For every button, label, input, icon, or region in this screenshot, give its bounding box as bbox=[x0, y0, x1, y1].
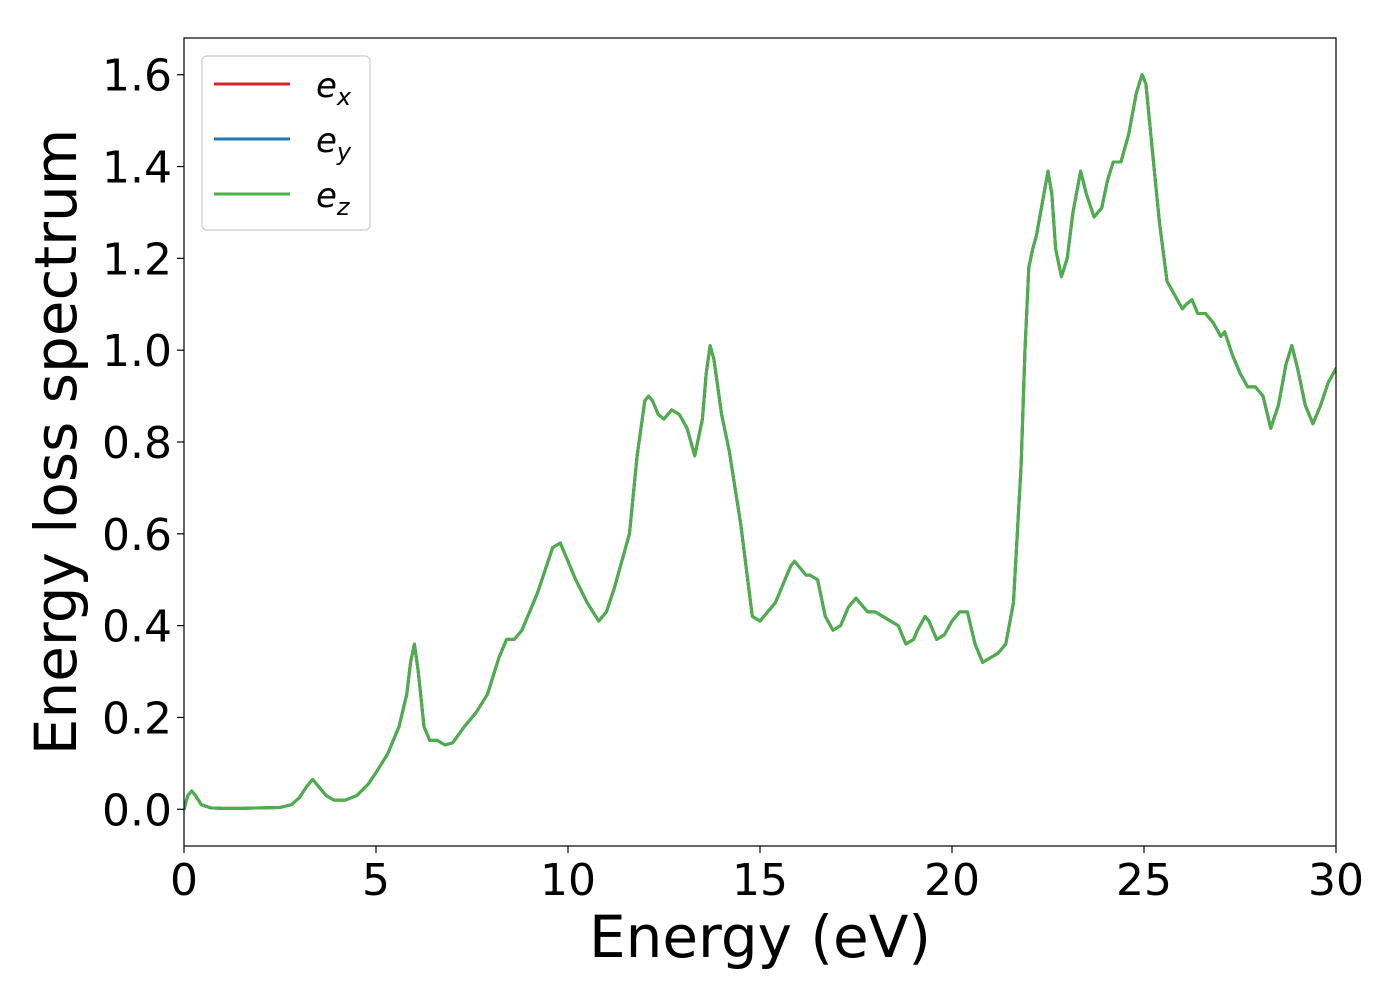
y-axis-ticks: 0.0 0.2 0.4 0.6 0.8 1.0 1.2 1.4 1.6 bbox=[102, 51, 184, 836]
y-tick-label: 1.4 bbox=[102, 143, 172, 194]
y-axis-label: Energy loss spectrum bbox=[22, 129, 90, 755]
legend: ex ey ez bbox=[201, 55, 371, 231]
y-tick-label: 1.0 bbox=[102, 326, 172, 377]
series-line-2 bbox=[184, 73, 1336, 811]
legend-label: ex bbox=[316, 66, 352, 111]
x-axis-label: Energy (eV) bbox=[589, 903, 931, 971]
x-tick-label: 25 bbox=[1116, 855, 1172, 906]
x-tick-label: 15 bbox=[732, 855, 788, 906]
x-tick-label: 10 bbox=[540, 855, 596, 906]
x-tick-label: 5 bbox=[362, 855, 390, 906]
y-tick-label: 0.6 bbox=[102, 510, 172, 561]
legend-label: ey bbox=[316, 121, 352, 166]
y-tick-label: 0.4 bbox=[102, 602, 172, 653]
x-tick-label: 20 bbox=[924, 855, 980, 906]
legend-label: ez bbox=[316, 176, 351, 221]
y-tick-label: 1.6 bbox=[102, 51, 172, 102]
x-tick-label: 30 bbox=[1308, 855, 1364, 906]
series-layer bbox=[184, 73, 1336, 811]
x-axis-ticks: 0 5 10 15 20 25 30 bbox=[170, 846, 1364, 906]
legend-box bbox=[201, 55, 371, 231]
y-tick-label: 0.0 bbox=[102, 785, 172, 836]
y-tick-label: 1.2 bbox=[102, 234, 172, 285]
y-tick-label: 0.8 bbox=[102, 418, 172, 469]
y-tick-label: 0.2 bbox=[102, 693, 172, 744]
x-tick-label: 0 bbox=[170, 855, 198, 906]
